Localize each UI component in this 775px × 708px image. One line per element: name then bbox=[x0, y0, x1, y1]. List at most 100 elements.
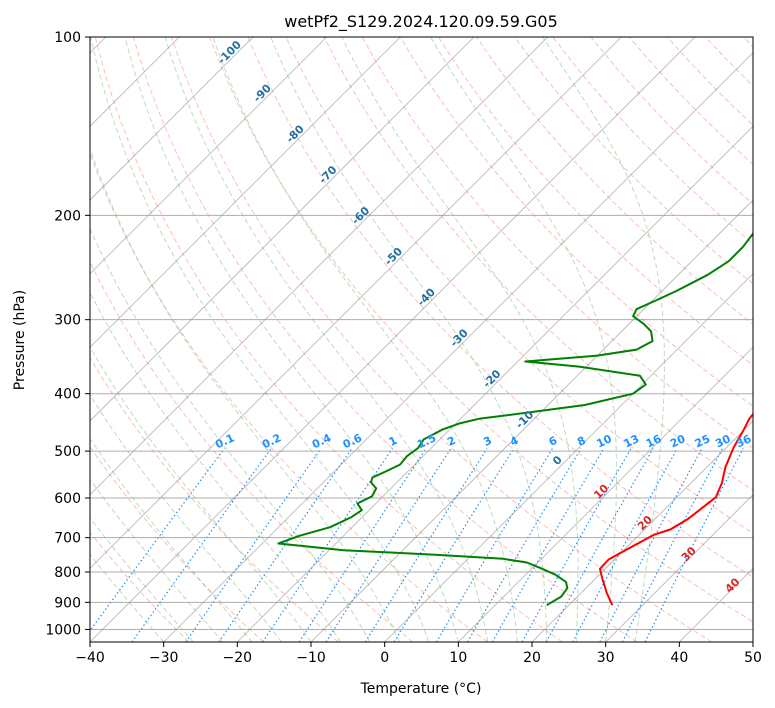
dry-adiabat bbox=[704, 37, 753, 87]
mixing-ratio-line bbox=[262, 448, 393, 642]
moist-adiabat bbox=[90, 147, 400, 642]
x-tick-label: −20 bbox=[223, 650, 253, 666]
x-tick-label: 40 bbox=[670, 650, 688, 666]
moist-adiabat-label: 20 bbox=[635, 513, 655, 533]
isotherm bbox=[531, 420, 753, 642]
mixing-ratio-line bbox=[185, 448, 322, 642]
isotherm bbox=[237, 125, 753, 642]
mixing-ratio-label: 30 bbox=[713, 432, 733, 450]
dry-adiabat bbox=[94, 37, 563, 642]
moist-adiabat-label: -60 bbox=[349, 204, 372, 227]
moist-adiabat bbox=[270, 37, 548, 642]
dry-adiabat bbox=[90, 531, 190, 642]
mixing-ratio-label: 6 bbox=[547, 434, 560, 449]
moist-adiabat bbox=[542, 37, 665, 642]
moist-adiabat bbox=[90, 516, 194, 642]
x-tick-label: 10 bbox=[449, 650, 467, 666]
plot-frame bbox=[89, 36, 754, 643]
moist-adiabat-label: -30 bbox=[448, 326, 471, 349]
moist-adiabat-label: 0 bbox=[550, 453, 565, 468]
x-axis: −40 −30 −20 −10 0 10 20 30 40 50 bbox=[75, 642, 762, 666]
moist-adiabat-label: -90 bbox=[251, 81, 274, 104]
dry-adiabat bbox=[285, 37, 753, 535]
y-tick-label: 100 bbox=[54, 30, 81, 46]
moist-adiabat bbox=[90, 227, 371, 642]
x-tick-label: −40 bbox=[75, 650, 105, 666]
isotherm bbox=[90, 37, 254, 201]
mixing-ratio-line bbox=[218, 448, 353, 642]
y-tick-label: 200 bbox=[54, 208, 81, 224]
isotherm bbox=[163, 52, 753, 642]
x-tick-label: 0 bbox=[380, 650, 389, 666]
isotherm bbox=[90, 37, 327, 275]
x-tick-label: 50 bbox=[744, 650, 762, 666]
dry-adiabat bbox=[247, 37, 753, 578]
dry-adiabat bbox=[399, 37, 753, 407]
dry-adiabat bbox=[361, 37, 753, 449]
y-tick-label: 900 bbox=[54, 595, 81, 611]
mixing-ratio-line bbox=[90, 448, 225, 632]
mixing-ratio-line bbox=[364, 448, 488, 642]
y-tick-label: 1000 bbox=[45, 622, 81, 638]
moist-adiabat-label: -40 bbox=[415, 285, 438, 308]
y-tick-label: 700 bbox=[54, 531, 81, 547]
dry-adiabat bbox=[437, 37, 753, 366]
dry-adiabat bbox=[171, 37, 712, 642]
mixing-ratio-label: 16 bbox=[644, 432, 664, 450]
mixing-ratio-label: 36 bbox=[734, 432, 754, 450]
mixing-ratio-label: 0.6 bbox=[341, 431, 364, 451]
x-tick-label: 20 bbox=[523, 650, 541, 666]
mixing-ratio-line bbox=[644, 448, 744, 642]
mixing-ratio-label: 10 bbox=[595, 432, 615, 450]
isotherm bbox=[90, 37, 475, 422]
moist-adiabat bbox=[341, 37, 579, 642]
y-tick-label: 800 bbox=[54, 565, 81, 581]
moist-adiabat bbox=[124, 37, 459, 642]
y-tick-label: 600 bbox=[54, 491, 81, 507]
mixing-ratio-line bbox=[466, 448, 582, 642]
line-labels: 0.1 0.2 0.4 0.6 1 1.5 2 3 4 6 8 10 13 16 20 25 30 36-100-… bbox=[213, 38, 753, 596]
dry-adiabat bbox=[514, 37, 753, 285]
mixing-ratio-label: 1 bbox=[387, 434, 399, 449]
mixing-ratio-label: 0.2 bbox=[260, 431, 283, 451]
moist-adiabat bbox=[90, 478, 223, 642]
dry-adiabat bbox=[323, 37, 753, 491]
y-tick-label: 300 bbox=[54, 313, 81, 329]
x-axis-label: Temperature (°C) bbox=[360, 681, 482, 697]
x-tick-label: 30 bbox=[597, 650, 615, 666]
gridlines bbox=[90, 37, 753, 642]
y-tick-label: 500 bbox=[54, 444, 81, 460]
moist-adiabat-label: 10 bbox=[591, 482, 611, 502]
mixing-ratio-label: 20 bbox=[668, 432, 688, 450]
mixing-ratio-line bbox=[131, 448, 272, 642]
isotherm bbox=[90, 37, 401, 348]
dry-adiabat bbox=[90, 446, 264, 642]
y-tick-label: 400 bbox=[54, 387, 81, 403]
isotherm bbox=[90, 37, 622, 569]
mixing-ratio-line bbox=[491, 448, 605, 642]
moist-adiabat bbox=[164, 37, 489, 642]
mixing-ratio-line bbox=[599, 448, 703, 642]
chart-title: wetPf2_S129.2024.120.09.59.G05 bbox=[284, 12, 558, 32]
moist-adiabat-label: -80 bbox=[284, 122, 307, 145]
moist-adiabat bbox=[90, 291, 341, 642]
isotherm bbox=[310, 199, 753, 642]
moist-adiabat bbox=[90, 37, 430, 642]
mixing-ratio-line bbox=[435, 448, 554, 642]
dry-adiabat bbox=[743, 37, 753, 48]
isotherm bbox=[90, 37, 696, 642]
dry-adiabat bbox=[90, 356, 339, 642]
mixing-ratio-line bbox=[621, 448, 723, 642]
moist-adiabat-label: -100 bbox=[215, 38, 244, 67]
isotherm bbox=[458, 346, 753, 642]
mixing-ratio-label: 0.1 bbox=[213, 431, 236, 451]
mixing-ratio-line bbox=[572, 448, 678, 642]
moist-adiabat bbox=[90, 345, 312, 642]
x-tick-label: −10 bbox=[296, 650, 326, 666]
temperature-profile-line bbox=[599, 412, 753, 606]
mixing-ratio-label: 0.4 bbox=[310, 431, 333, 451]
isotherm bbox=[90, 37, 548, 496]
moist-adiabat bbox=[90, 437, 253, 642]
background-reference-lines bbox=[90, 37, 753, 642]
